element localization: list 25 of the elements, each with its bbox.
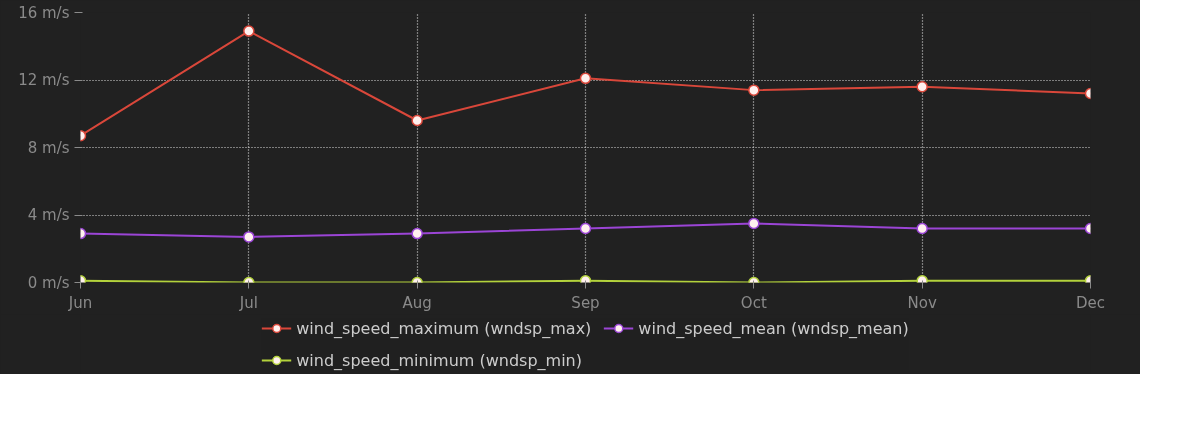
legend-label: wind_speed_mean (wndsp_mean): [638, 318, 909, 338]
y-tick-label: 0 m/s: [27, 273, 70, 292]
x-tick-label: Nov: [907, 293, 937, 312]
x-tick-label: Aug: [402, 293, 432, 312]
point: [411, 114, 423, 127]
x-tick-label: Oct: [740, 293, 767, 312]
point: [916, 81, 928, 93]
point: [748, 217, 760, 230]
x-tick-label: Jun: [67, 293, 93, 312]
x-tick-label: Jul: [238, 293, 258, 312]
x-tick-label: Dec: [1075, 293, 1106, 312]
point: [916, 222, 928, 235]
y-tick-label: 4 m/s: [27, 206, 70, 224]
point: [579, 72, 592, 85]
point: [579, 222, 592, 235]
point: [411, 227, 423, 240]
y-tick-label: 8 m/s: [27, 138, 70, 157]
y-tick-label: 12 m/s: [18, 71, 70, 89]
y-tick-label: 16 m/s: [18, 3, 70, 22]
point: [243, 231, 255, 243]
x-tick-label: Sep: [571, 293, 600, 312]
point: [748, 84, 760, 96]
legend-label: wind_speed_minimum (wndsp_min): [296, 350, 582, 370]
legend-label: wind_speed_maximum (wndsp_max): [296, 318, 592, 338]
point: [243, 25, 255, 37]
